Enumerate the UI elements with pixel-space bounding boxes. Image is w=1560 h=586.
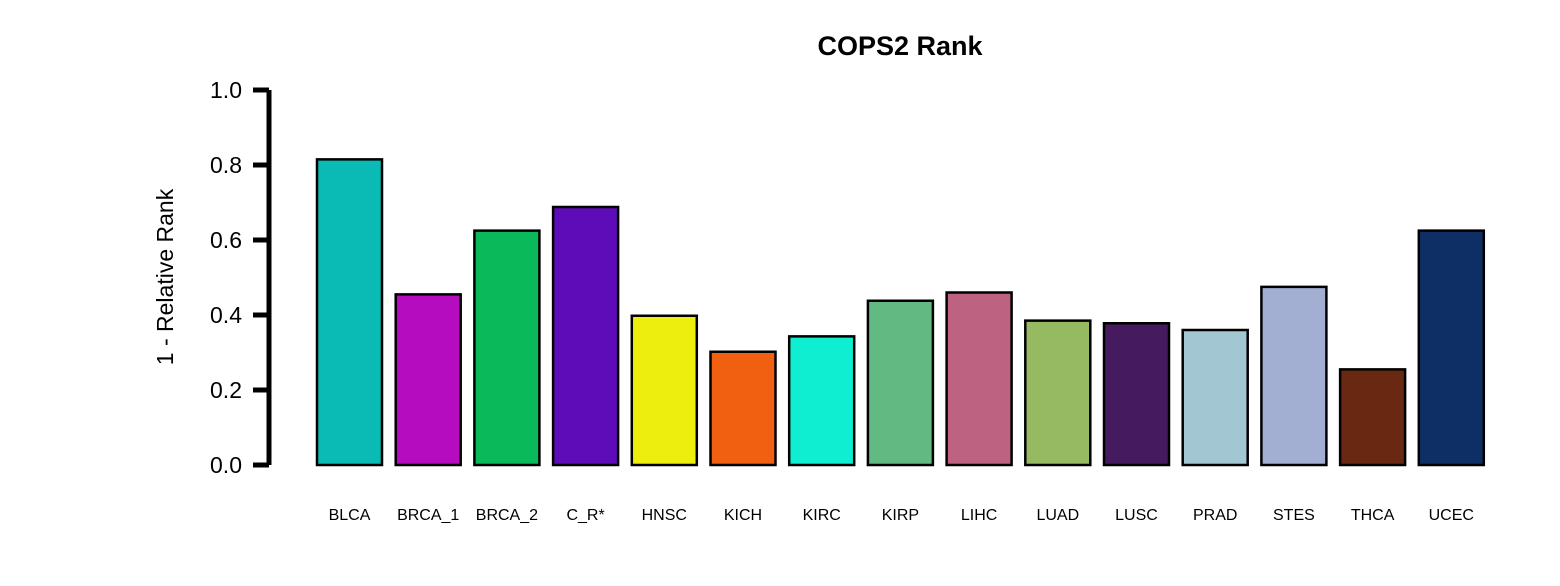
bar-brca-2	[473, 229, 541, 467]
bar-kich	[709, 350, 777, 467]
y-tick-label: 0.0	[210, 452, 242, 478]
x-tick-label: LUSC	[1115, 507, 1158, 524]
bar-thca	[1338, 368, 1407, 467]
bar-blca	[315, 158, 384, 467]
bar-c-r	[551, 205, 620, 467]
x-tick-label: KIRP	[882, 507, 919, 524]
x-tick-label: PRAD	[1193, 507, 1237, 524]
bars-group	[315, 158, 1486, 467]
y-tick-label: 0.4	[210, 302, 242, 328]
bar-kirp	[866, 299, 935, 467]
x-tick-label: STES	[1273, 507, 1315, 524]
y-tick-label: 0.8	[210, 152, 242, 178]
x-tick-label: UCEC	[1429, 507, 1474, 524]
bar-lusc	[1102, 322, 1171, 467]
x-tick-label: C_R*	[566, 507, 604, 524]
bar-ucec	[1417, 229, 1486, 467]
bar-luad	[1024, 319, 1092, 467]
x-tick-label: KIRC	[803, 507, 841, 524]
bar-prad	[1181, 328, 1249, 467]
y-tick-label: 1.0	[210, 77, 242, 103]
y-tick-label: 0.6	[210, 227, 242, 253]
bar-hnsc	[630, 314, 699, 467]
x-tick-label: LUAD	[1036, 507, 1079, 524]
x-tick-label: BLCA	[329, 507, 371, 524]
x-tick-label: LIHC	[961, 507, 997, 524]
x-tick-labels: BLCA BRCA_1 BRCA_2 C_R* HNSC KICH KIRC KIRP LIHC…	[329, 507, 1474, 524]
y-tick-label: 0.2	[210, 377, 242, 403]
y-axis: 0.0 0.2 0.4 0.6 0.8 1.0	[210, 77, 272, 478]
bar-brca-1	[394, 293, 462, 467]
chart-title: COPS2 Rank	[817, 31, 983, 61]
x-tick-label: HNSC	[642, 507, 687, 524]
bar-stes	[1260, 285, 1328, 467]
x-tick-label: KICH	[724, 507, 762, 524]
x-tick-label: BRCA_1	[397, 507, 459, 524]
bar-kirc	[787, 335, 856, 467]
x-tick-label: THCA	[1351, 507, 1395, 524]
bar-lihc	[945, 291, 1013, 467]
x-tick-label: BRCA_2	[476, 507, 538, 524]
y-axis-label: 1 - Relative Rank	[152, 188, 178, 365]
